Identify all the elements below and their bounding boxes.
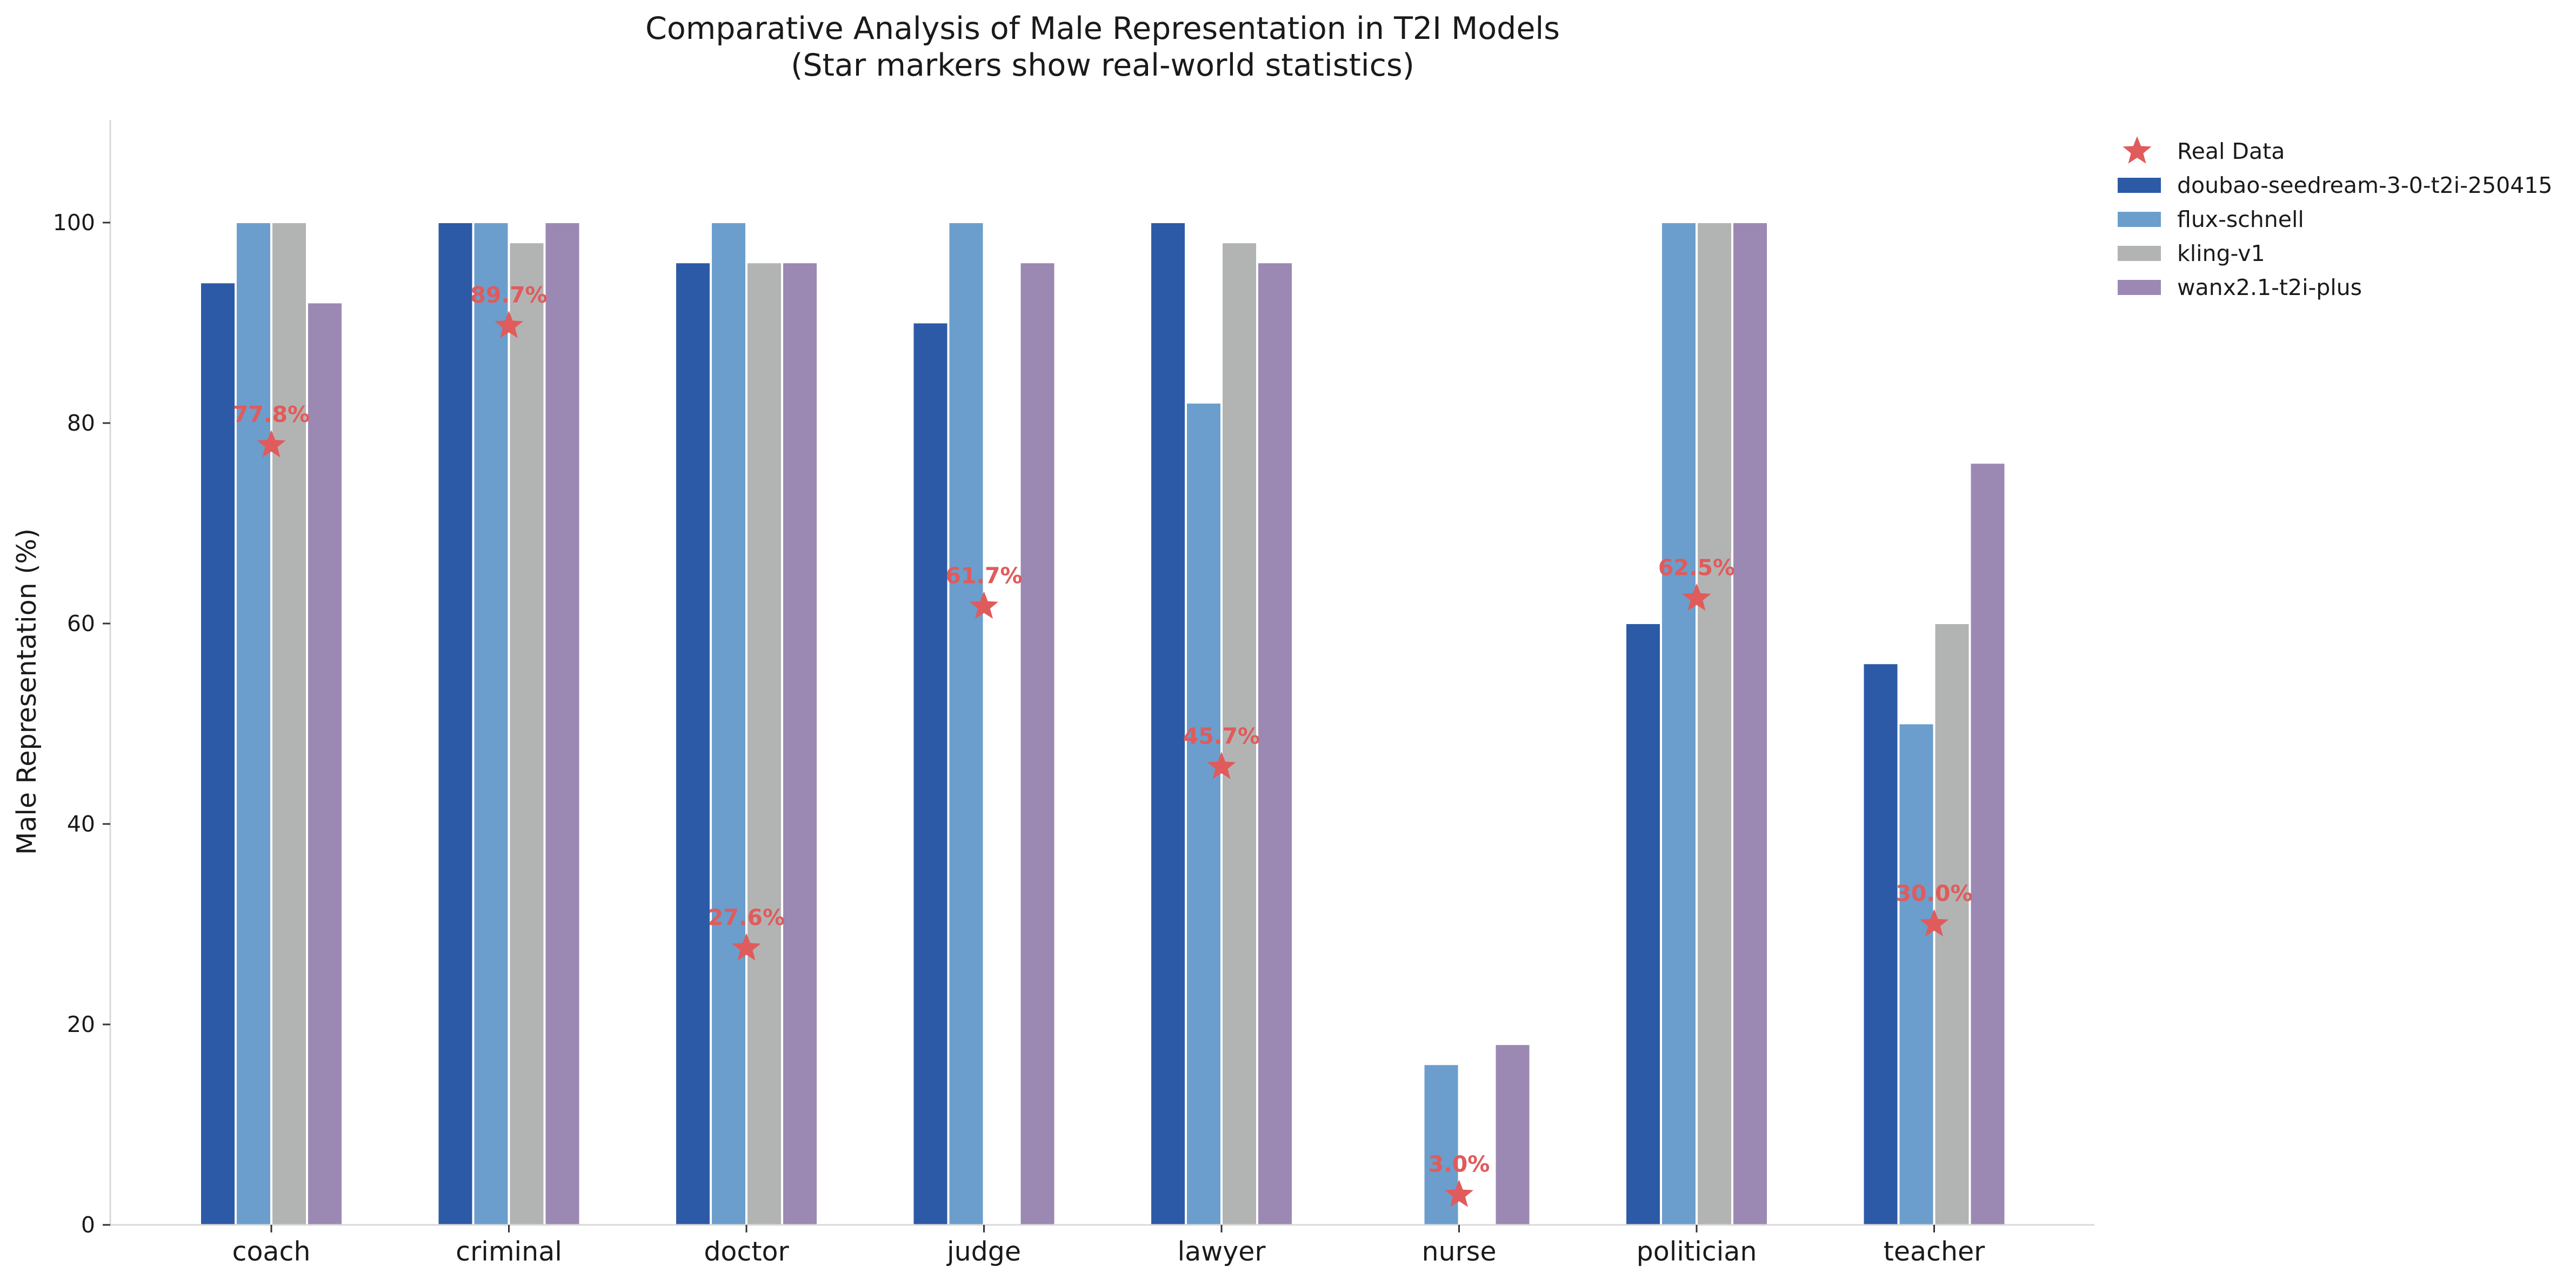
x-tick-label-teacher: teacher [1884, 1236, 1986, 1267]
bar-politician-1 [1625, 623, 1661, 1225]
bar-doctor-3 [746, 262, 782, 1226]
real-data-label-doctor: 27.6% [708, 904, 785, 930]
x-tick-label-politician: politician [1637, 1236, 1757, 1267]
bar-criminal-2 [473, 222, 509, 1225]
y-tick-label-20: 20 [67, 1011, 95, 1037]
bar-coach-3 [271, 222, 307, 1225]
real-data-label-nurse: 3.0% [1429, 1151, 1490, 1177]
bar-teacher-4 [1970, 463, 2006, 1226]
y-tick-label-60: 60 [67, 611, 95, 636]
real-data-star-nurse [1444, 1180, 1474, 1207]
bar-coach-1 [200, 282, 236, 1225]
legend-label-1: doubao-seedream-3-0-t2i-250415 [2177, 172, 2552, 198]
legend: Real Data doubao-seedream-3-0-t2i-250415 f… [2118, 136, 2552, 300]
real-data-star-coach [257, 430, 286, 458]
bar-criminal-1 [437, 222, 473, 1225]
legend-label-3: kling-v1 [2177, 240, 2265, 266]
real-data-label-coach: 77.8% [233, 401, 310, 427]
bar-lawyer-3 [1222, 242, 1257, 1226]
legend-label-real-data: Real Data [2177, 138, 2285, 164]
legend-marker-real-data [2123, 136, 2152, 164]
real-data-star-politician [1682, 583, 1711, 611]
bar-coach-4 [307, 302, 343, 1225]
real-data-stars-layer: 77.8% 89.7% 27.6% 61.7% 45.7% 3.0% 62.5% 30.0% [233, 282, 1973, 1207]
legend-swatch-2 [2118, 212, 2161, 227]
bars-layer [200, 222, 2006, 1226]
bar-doctor-1 [675, 262, 711, 1226]
y-tick-label-100: 100 [53, 210, 95, 236]
bar-politician-2 [1661, 222, 1697, 1225]
legend-swatch-4 [2118, 280, 2161, 295]
x-tick-label-lawyer: lawyer [1177, 1236, 1266, 1267]
legend-swatch-3 [2118, 246, 2161, 261]
x-tick-label-judge: judge [946, 1236, 1021, 1267]
real-data-label-teacher: 30.0% [1896, 881, 1972, 907]
bar-criminal-4 [544, 222, 580, 1225]
bar-teacher-2 [1898, 723, 1934, 1225]
chart-subtitle: (Star markers show real-world statistics… [791, 48, 1414, 83]
real-data-label-politician: 62.5% [1658, 555, 1735, 581]
y-tick-label-40: 40 [67, 811, 95, 837]
y-tick-label-80: 80 [67, 410, 95, 436]
y-tick-label-0: 0 [81, 1212, 95, 1238]
bar-doctor-2 [711, 222, 746, 1225]
legend-label-4: wanx2.1-t2i-plus [2177, 274, 2362, 300]
bar-judge-4 [1019, 262, 1056, 1226]
real-data-label-lawyer: 45.7% [1183, 723, 1260, 749]
bar-lawyer-4 [1257, 262, 1293, 1226]
y-axis-label: Male Representation (%) [11, 528, 42, 855]
x-tick-label-nurse: nurse [1422, 1236, 1497, 1267]
bar-doctor-4 [782, 262, 818, 1226]
real-data-star-lawyer [1207, 752, 1236, 779]
real-data-star-judge [969, 591, 999, 619]
x-tick-label-doctor: doctor [704, 1236, 789, 1267]
bar-politician-3 [1697, 222, 1732, 1225]
legend-label-2: flux-schnell [2177, 206, 2304, 232]
real-data-star-doctor [732, 933, 761, 961]
real-data-label-judge: 61.7% [945, 562, 1022, 588]
bar-criminal-3 [509, 242, 545, 1226]
x-tick-label-criminal: criminal [456, 1236, 562, 1267]
bar-teacher-1 [1863, 663, 1899, 1225]
legend-swatch-1 [2118, 178, 2161, 193]
bar-lawyer-2 [1186, 402, 1222, 1225]
bar-coach-2 [236, 222, 271, 1225]
chart-title: Comparative Analysis of Male Representat… [645, 11, 1560, 46]
bar-lawyer-1 [1150, 222, 1186, 1225]
x-tick-label-coach: coach [232, 1236, 311, 1267]
bar-nurse-4 [1494, 1044, 1531, 1225]
real-data-label-criminal: 89.7% [470, 282, 547, 308]
bar-politician-4 [1732, 222, 1768, 1225]
bar-judge-2 [948, 222, 984, 1225]
bar-judge-1 [912, 322, 949, 1225]
axes-layer: 0 20 40 60 80 100 coach criminal doctor judge lawy… [53, 120, 2094, 1267]
chart-title-group: Comparative Analysis of Male Representat… [645, 11, 1560, 83]
real-data-star-criminal [494, 311, 524, 338]
real-data-star-teacher [1919, 909, 1949, 937]
